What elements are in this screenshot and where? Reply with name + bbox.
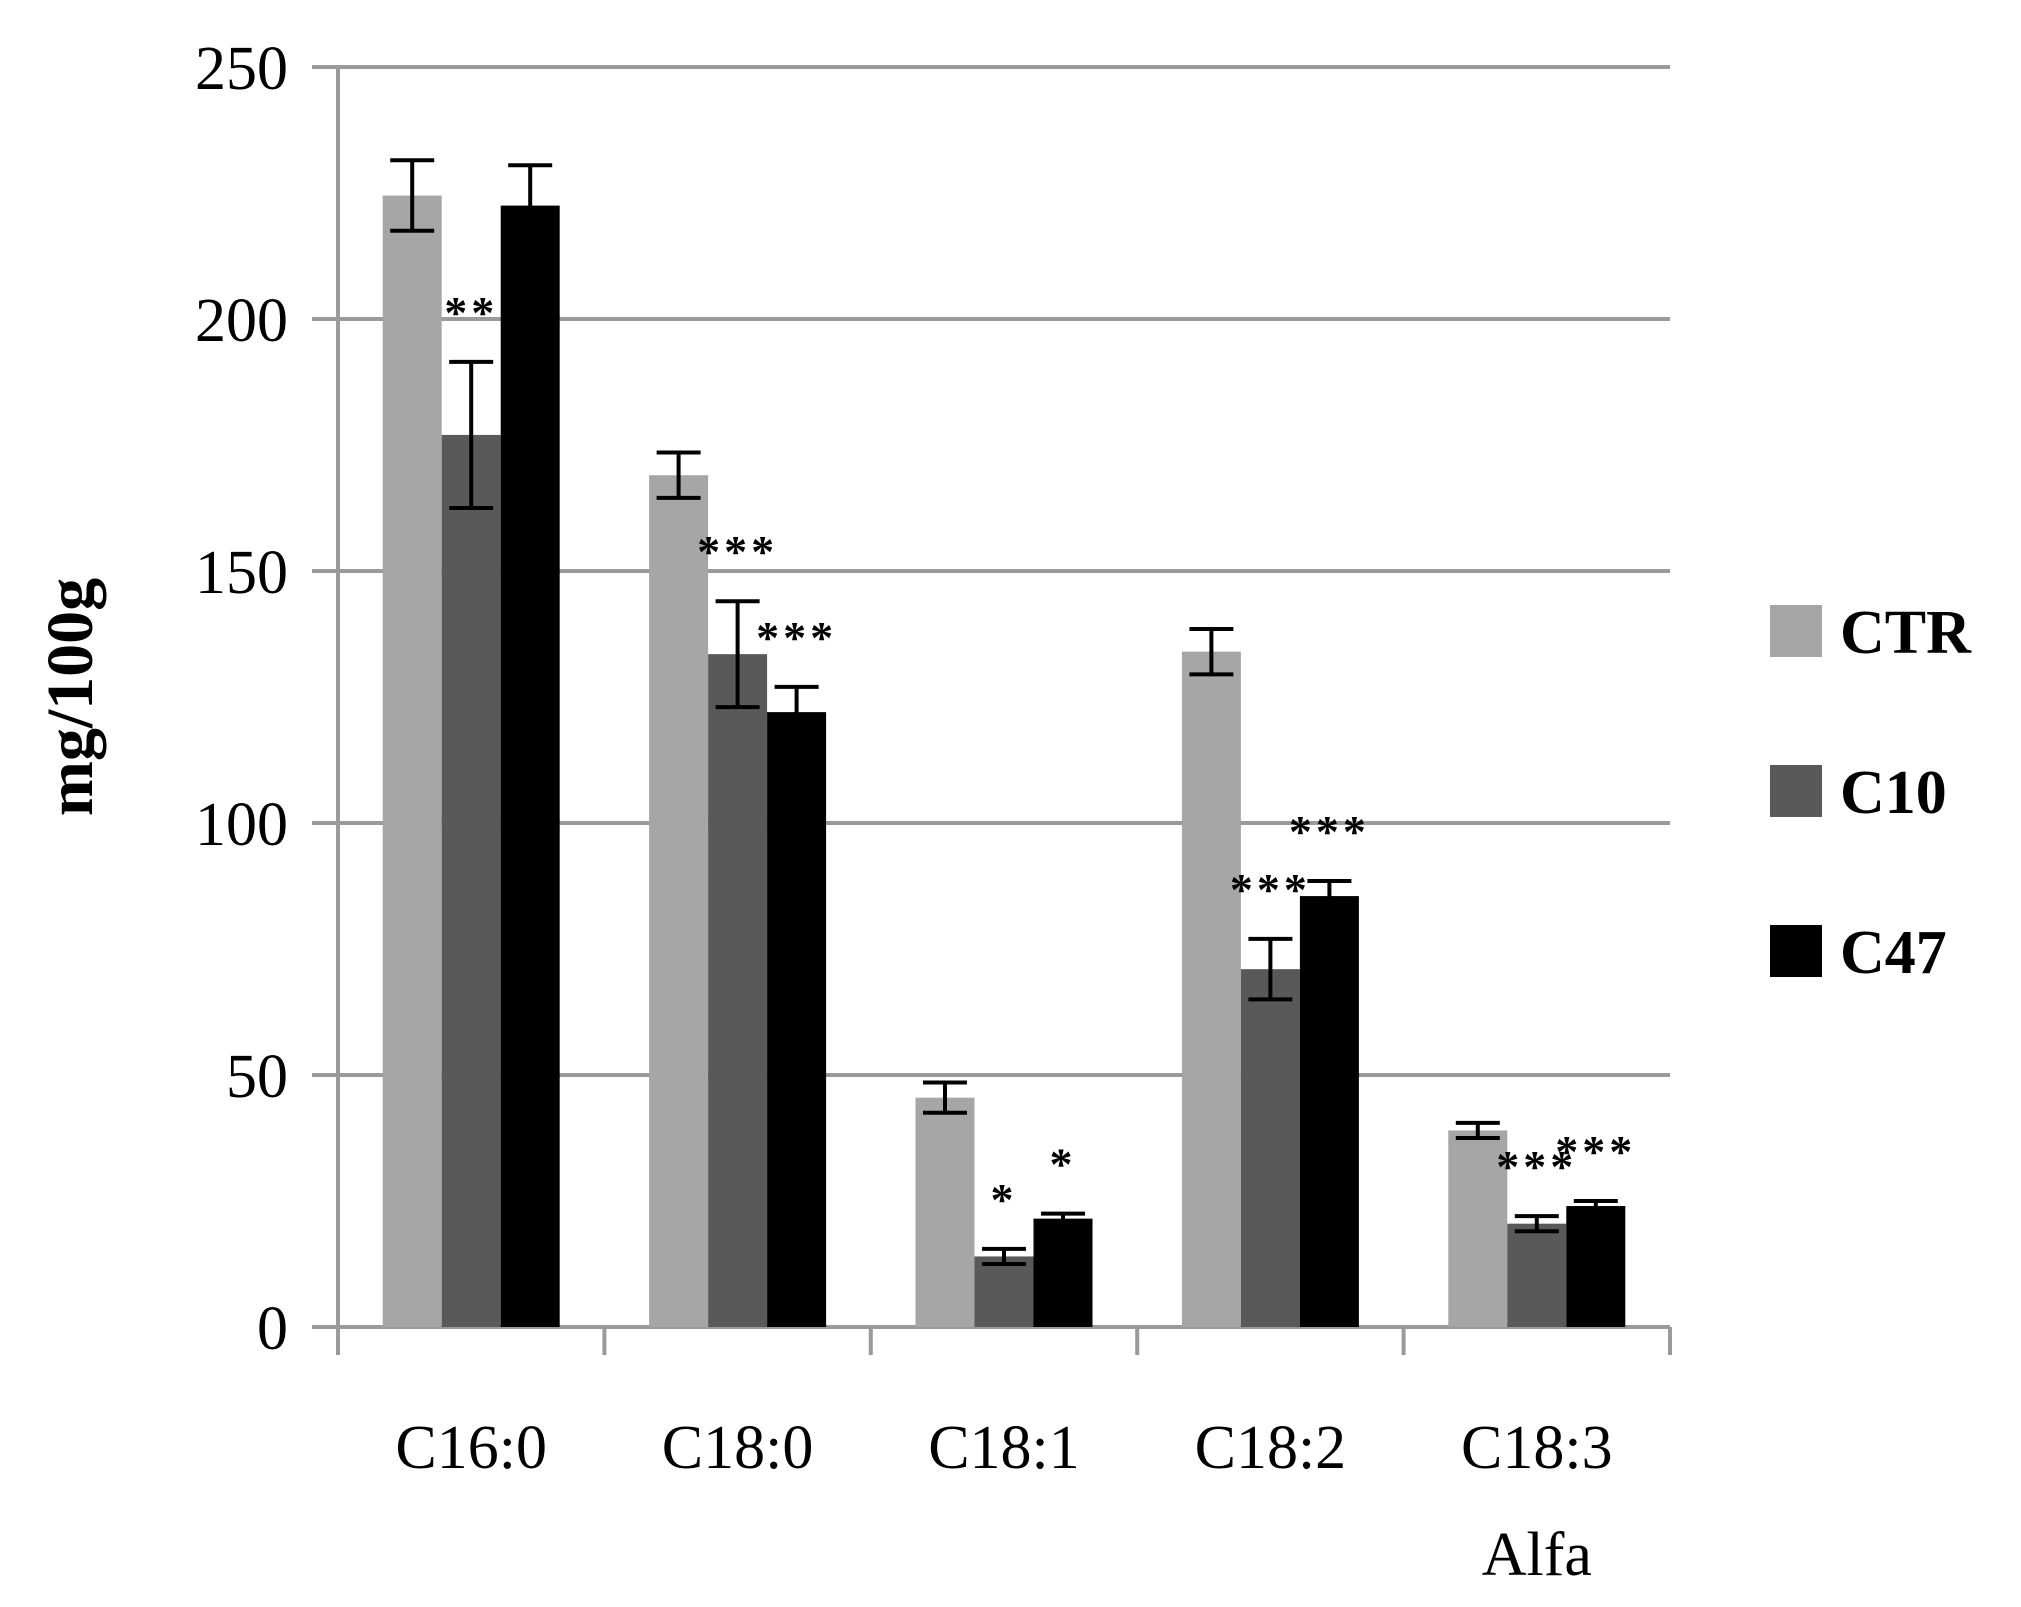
bar-ctr <box>1181 651 1241 1327</box>
bar-c47 <box>1299 896 1359 1327</box>
axis-labels: 0 50 100 150 200 250 C16:0 C18:0 C18:1 C18:2 C18:3… <box>34 35 1613 1589</box>
legend-swatch-c47 <box>1770 925 1822 977</box>
x-category-label: C16:0 <box>395 1414 547 1482</box>
y-tick-label: 200 <box>195 287 288 355</box>
y-axis-title: mg/100g <box>34 578 107 816</box>
x-category-label: C18:1 <box>928 1414 1080 1482</box>
significance-marker: * <box>991 1174 1018 1225</box>
bar-ctr <box>382 195 442 1327</box>
y-tick-label: 0 <box>257 1295 288 1363</box>
significance-marker: ** <box>444 287 498 338</box>
legend-swatch-ctr <box>1770 605 1822 657</box>
y-tick-label: 50 <box>226 1043 288 1111</box>
legend-label-c10: C10 <box>1840 759 1947 827</box>
bar-c10 <box>441 434 501 1327</box>
legend: CTR C10 C47 <box>1770 599 1972 987</box>
significance-markers: ********************** <box>444 287 1636 1225</box>
legend-label-c47: C47 <box>1840 919 1947 987</box>
significance-marker: *** <box>756 612 837 663</box>
x-category-label: C18:0 <box>662 1414 814 1482</box>
x-category-label: C18:3 <box>1461 1414 1613 1482</box>
bar-c10 <box>974 1256 1034 1327</box>
y-tick-label: 100 <box>195 791 288 859</box>
bar-ctr <box>1448 1130 1508 1327</box>
bar-ctr <box>915 1097 975 1327</box>
significance-marker: *** <box>1230 864 1311 915</box>
gridlines <box>338 65 1670 1077</box>
x-category-sublabel: Alfa <box>1482 1521 1592 1589</box>
bars <box>382 195 1626 1328</box>
significance-marker: *** <box>697 526 778 577</box>
bar-c47 <box>767 712 827 1327</box>
significance-marker: *** <box>1289 806 1370 857</box>
significance-marker: *** <box>1496 1141 1577 1192</box>
bar-c10 <box>708 654 768 1327</box>
bar-c10 <box>1240 969 1300 1327</box>
legend-swatch-c10 <box>1770 765 1822 817</box>
error-bars <box>390 158 1618 1266</box>
significance-marker: * <box>1050 1139 1077 1190</box>
bar-c47 <box>1566 1206 1626 1327</box>
bar-ctr <box>649 475 709 1327</box>
y-tick-label: 150 <box>195 539 288 607</box>
x-category-label: C18:2 <box>1195 1414 1347 1482</box>
bar-c10 <box>1507 1223 1567 1327</box>
bar-c47 <box>500 205 560 1328</box>
significance-marker: *** <box>1555 1126 1636 1177</box>
y-tick-label: 250 <box>195 35 288 103</box>
bar-c47 <box>1033 1218 1093 1327</box>
legend-label-ctr: CTR <box>1840 599 1972 667</box>
